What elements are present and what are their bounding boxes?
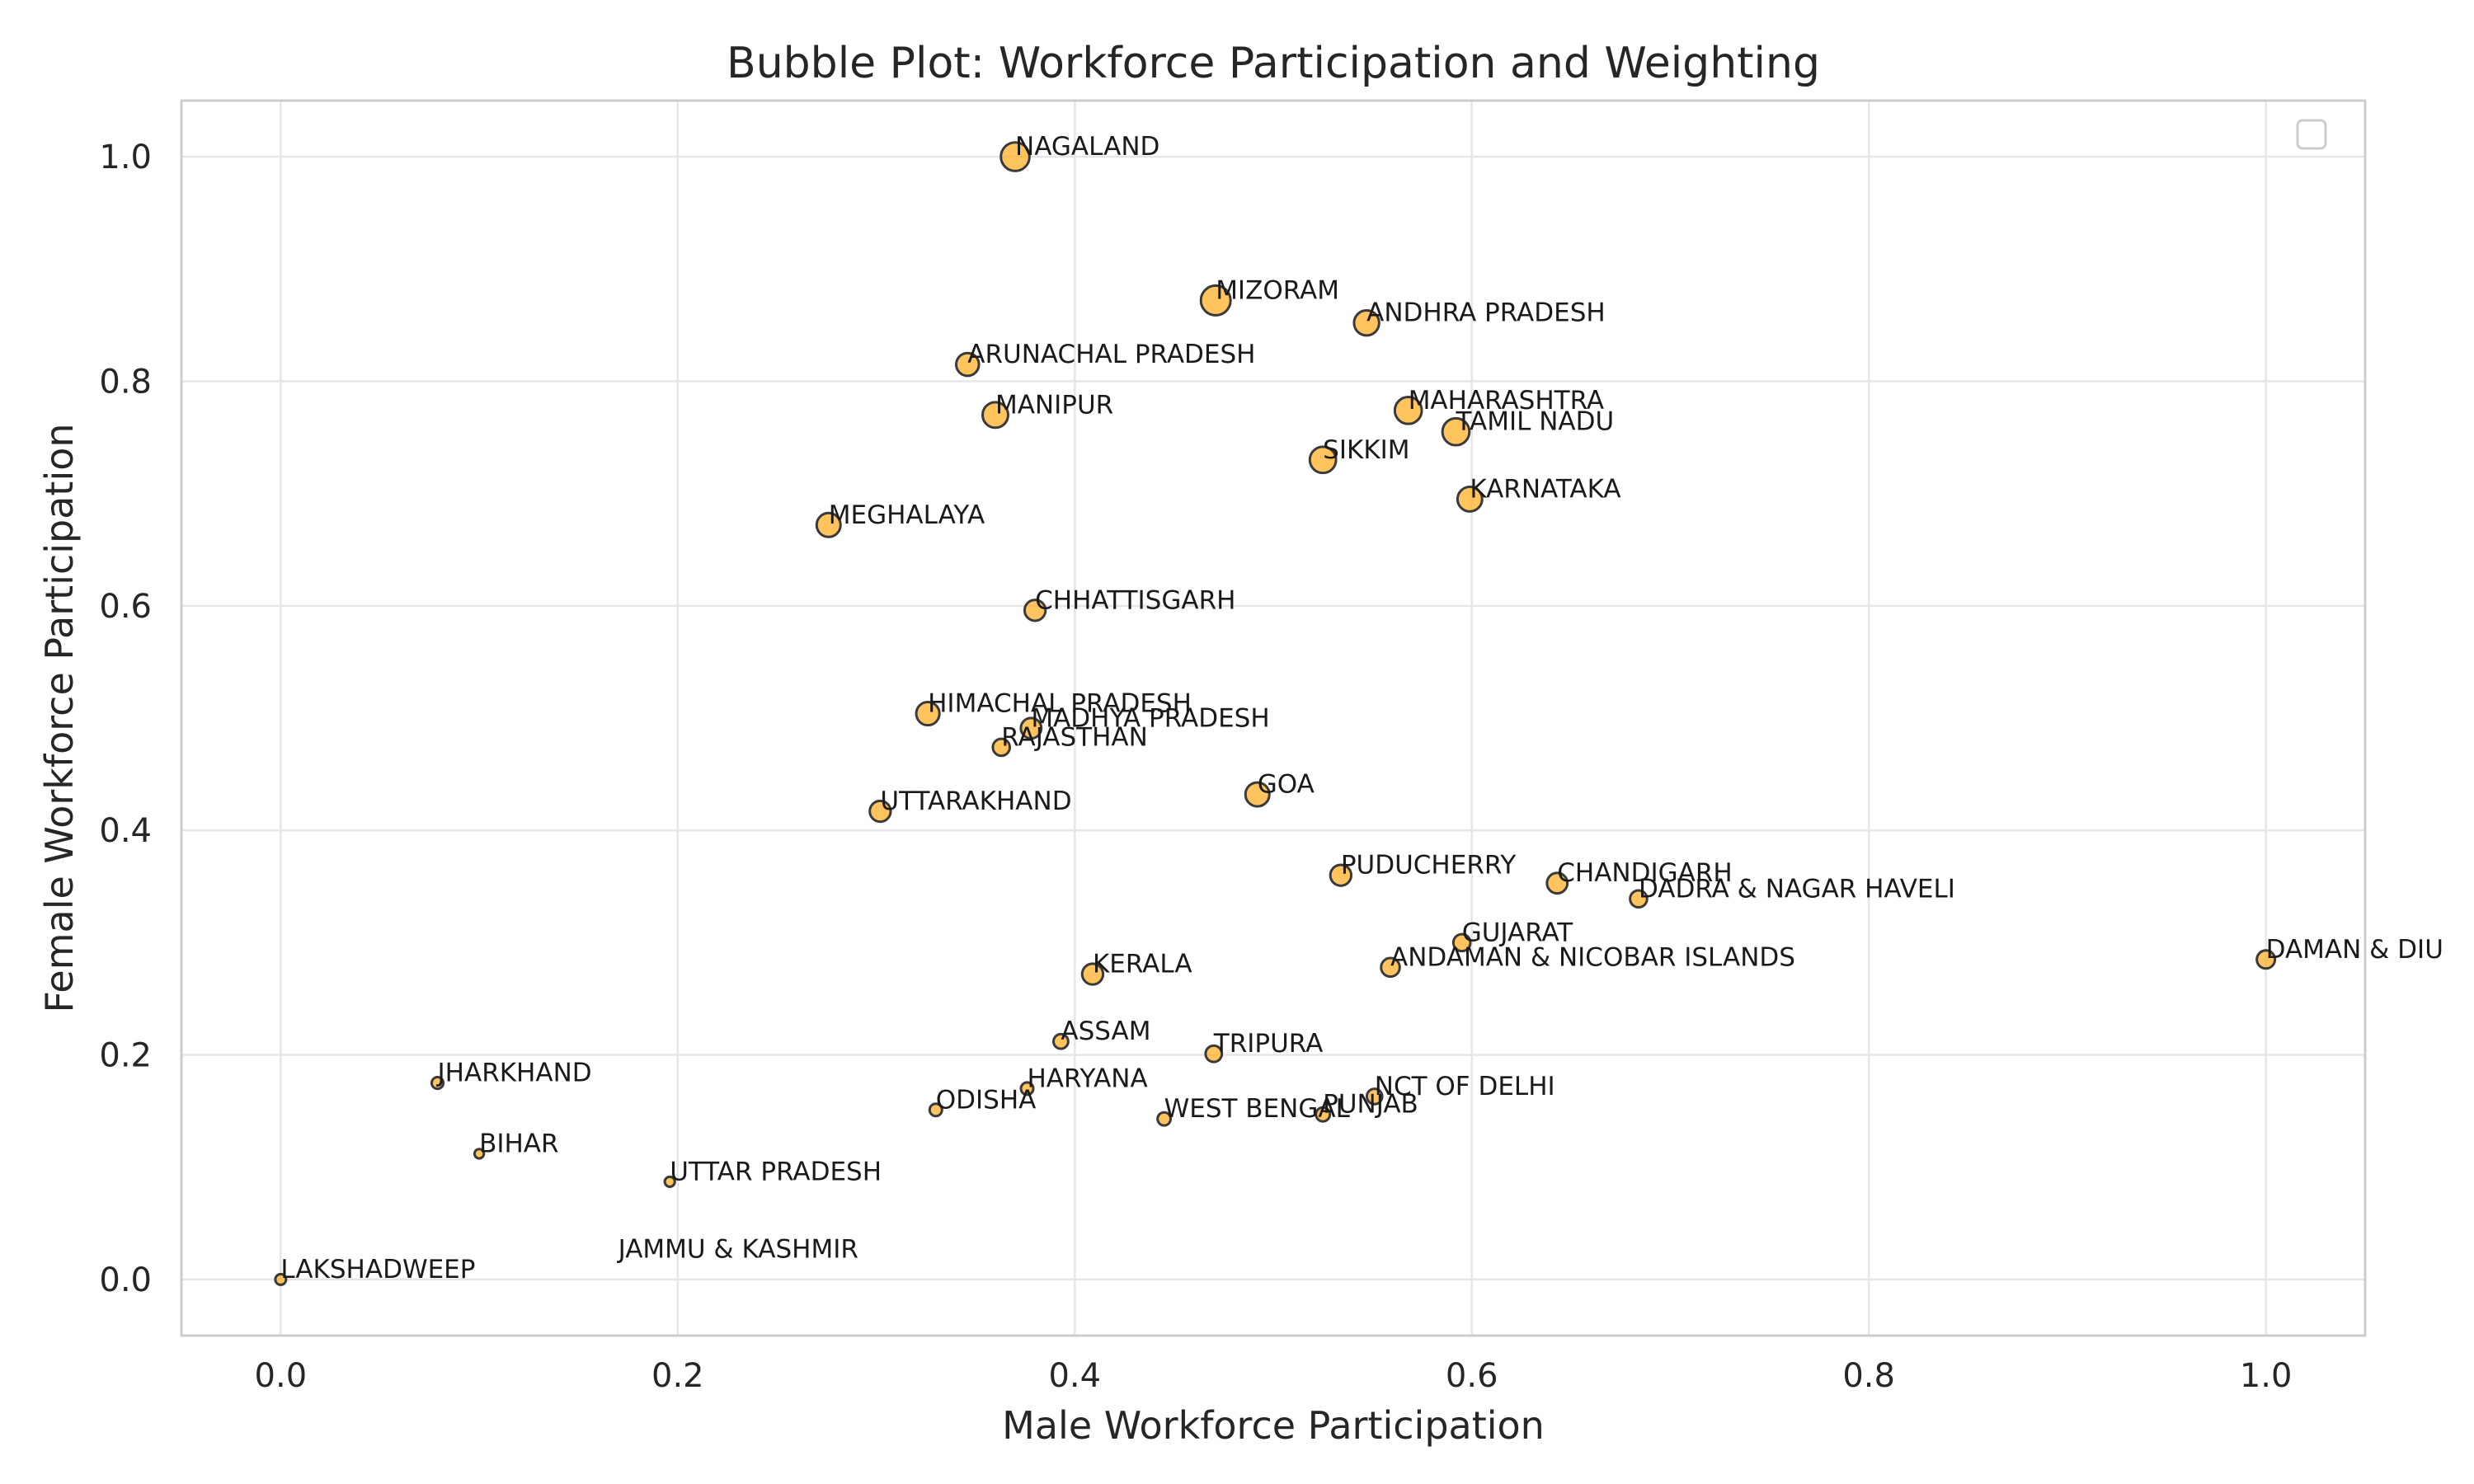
grid [181,101,2365,1336]
bubble-point [1441,416,1471,447]
y-tick-label: 0.2 [99,1037,152,1075]
bubble-point [274,1272,288,1286]
point-label: HIMACHAL PRADESH [928,689,1192,719]
y-tick-label: 0.0 [99,1261,152,1299]
bubble-point [981,401,1009,430]
x-tick-label: 1.0 [2240,1357,2293,1395]
bubble-point [991,737,1012,758]
bubble-point [1352,308,1380,337]
bubble-point [1308,445,1338,475]
bubble-point [1545,871,1569,895]
bubble-point [1052,1032,1070,1050]
point-label: PUDUCHERRY [1341,851,1517,881]
bubble-point [1199,284,1232,317]
x-tick-label: 0.6 [1446,1357,1498,1395]
bubble-point [2255,949,2277,970]
bubble-point [815,511,842,538]
bubble-point [868,799,892,824]
bubble-point [999,141,1031,172]
x-tick-label: 0.0 [255,1357,308,1395]
point-label: MANIPUR [995,390,1113,420]
point-label: MAHARASHTRA [1409,386,1604,416]
point-label: GOA [1258,770,1315,800]
point-label: GUJARAT [1462,918,1574,947]
point-label: UTTARAKHAND [880,787,1071,816]
x-axis-title: Male Workforce Participation [1002,1403,1545,1448]
bubble-point [1156,1111,1173,1127]
bubble-point [1393,396,1423,425]
point-label: NAGALAND [1015,132,1159,162]
bubble-point [928,1102,943,1118]
x-tick-label: 0.2 [651,1357,704,1395]
point-label: KARNATAKA [1470,474,1620,504]
point-label: DAMAN & DIU [2266,935,2443,965]
plot-frame [180,99,2367,1337]
bubble-point [430,1076,445,1091]
point-label: ASSAM [1061,1017,1150,1046]
y-axis-title: Female Workforce Participation [37,423,82,1012]
bubble-point [1204,1044,1224,1064]
point-label: MEGHALAYA [829,500,985,530]
bubble-point [1023,599,1047,622]
bubble-point [1456,486,1484,513]
bubble-point [1080,962,1105,986]
bubbles [274,141,2277,1286]
bubble-point [1244,781,1271,808]
chart-title: Bubble Plot: Workforce Participation and… [727,39,1820,88]
point-label: MIZORAM [1216,275,1339,305]
y-tick-label: 0.6 [99,588,152,626]
point-label: DADRA & NAGAR HAVELI [1639,874,1955,904]
bubble-point [1019,1081,1035,1097]
point-label: BIHAR [479,1129,558,1158]
point-label: LAKSHADWEEP [280,1255,475,1284]
bubble-point [1315,1106,1332,1123]
point-label: HARYANA [1027,1064,1147,1093]
bubble-point [1365,1087,1384,1106]
point-label: TRIPURA [1213,1029,1324,1059]
bubble-point [915,700,941,727]
point-label: KERALA [1093,949,1192,979]
point-label: ANDAMAN & NICOBAR ISLANDS [1390,942,1795,972]
point-label: ODISHA [936,1085,1037,1115]
bubble-point [473,1148,486,1160]
point-label: CHHATTISGARH [1035,585,1235,615]
tick-labels: 0.0 0.2 0.4 0.6 0.8 1.0 0.0 0.2 0.4 0.6 0.8 1.0 [99,139,2292,1395]
point-label: UTTAR PRADESH [670,1157,882,1186]
bubble-point [1451,932,1472,953]
bubble-point [1329,863,1353,887]
point-label: WEST BENGAL [1164,1094,1351,1124]
point-label: ARUNACHAL PRADESH [967,340,1255,369]
bubble-point [954,351,981,378]
y-tick-label: 0.4 [99,812,152,850]
point-label: JAMMU & KASHMIR [617,1234,858,1264]
point-label: JHARKHAND [436,1059,592,1088]
point-label: NCT OF DELHI [1375,1072,1555,1101]
point-label: MADHYA PRADESH [1031,703,1269,733]
x-tick-label: 0.8 [1842,1357,1895,1395]
point-label: RAJASTHAN [1001,722,1148,752]
point-label: SIKKIM [1323,435,1409,465]
point-labels: NAGALAND MIZORAM ANDHRA PRADESH ARUNACHAL P… [280,132,2443,1284]
bubble-point [1629,889,1649,909]
y-tick-label: 1.0 [99,139,152,176]
point-label: TAMIL NADU [1455,407,1614,437]
bubble-point [1019,716,1043,740]
bubble-point [663,1175,676,1189]
point-label: ANDHRA PRADESH [1366,298,1606,328]
x-tick-label: 0.4 [1048,1357,1101,1395]
y-tick-label: 0.8 [99,363,152,401]
legend [2296,119,2327,150]
point-label: PUNJAB [1323,1090,1418,1120]
bubble-point [1380,956,1401,979]
point-label: CHANDIGARH [1557,858,1732,888]
